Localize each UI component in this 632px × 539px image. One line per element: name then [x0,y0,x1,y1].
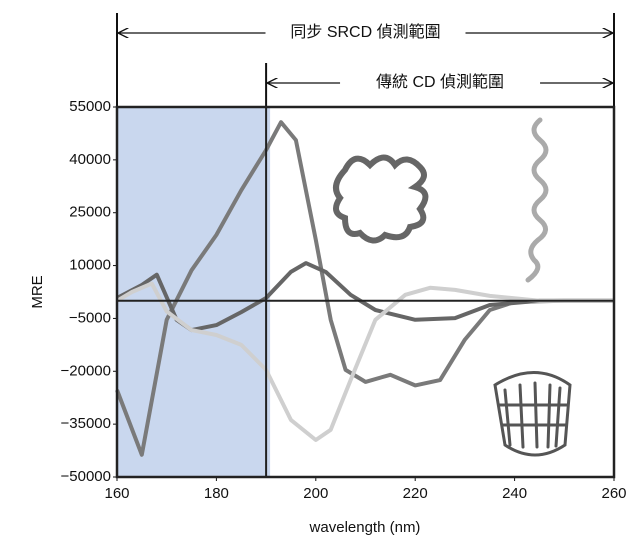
annotation: 同步 SRCD 偵測範圍 [290,23,440,41]
x-tick-label: 240 [502,485,527,502]
y-tick-label: −35000 [61,415,111,432]
x-tick-label: 220 [403,485,428,502]
x-axis-label: wavelength (nm) [309,519,421,536]
annotation-bg [340,72,541,94]
y-tick-label: 40000 [69,151,111,168]
beta-barrel [493,371,572,457]
x-tick-label: 260 [601,485,626,502]
y-tick-label: −50000 [61,468,111,485]
y-axis-label: MRE [29,275,46,308]
y-tick-label: 25000 [69,204,111,221]
coiled-coil [525,117,549,283]
helix-protein [333,154,429,244]
x-tick-label: 200 [303,485,328,502]
plot-frame [115,105,616,479]
x-tick-label: 180 [204,485,229,502]
shaded-region [117,107,271,477]
y-tick-label: −20000 [61,362,111,379]
spectrum-line [116,261,614,333]
annotation: 傳統 CD 偵測範圍 [376,73,504,91]
spectrum-line [115,120,614,457]
protein-illustrations [333,117,572,457]
spectrum-line [115,281,614,442]
y-tick-label: 10000 [69,257,111,274]
y-tick-label: 55000 [69,98,111,115]
y-tick-label: −5000 [69,309,111,326]
x-tick-label: 160 [104,485,129,502]
annotation-bg [265,22,466,44]
